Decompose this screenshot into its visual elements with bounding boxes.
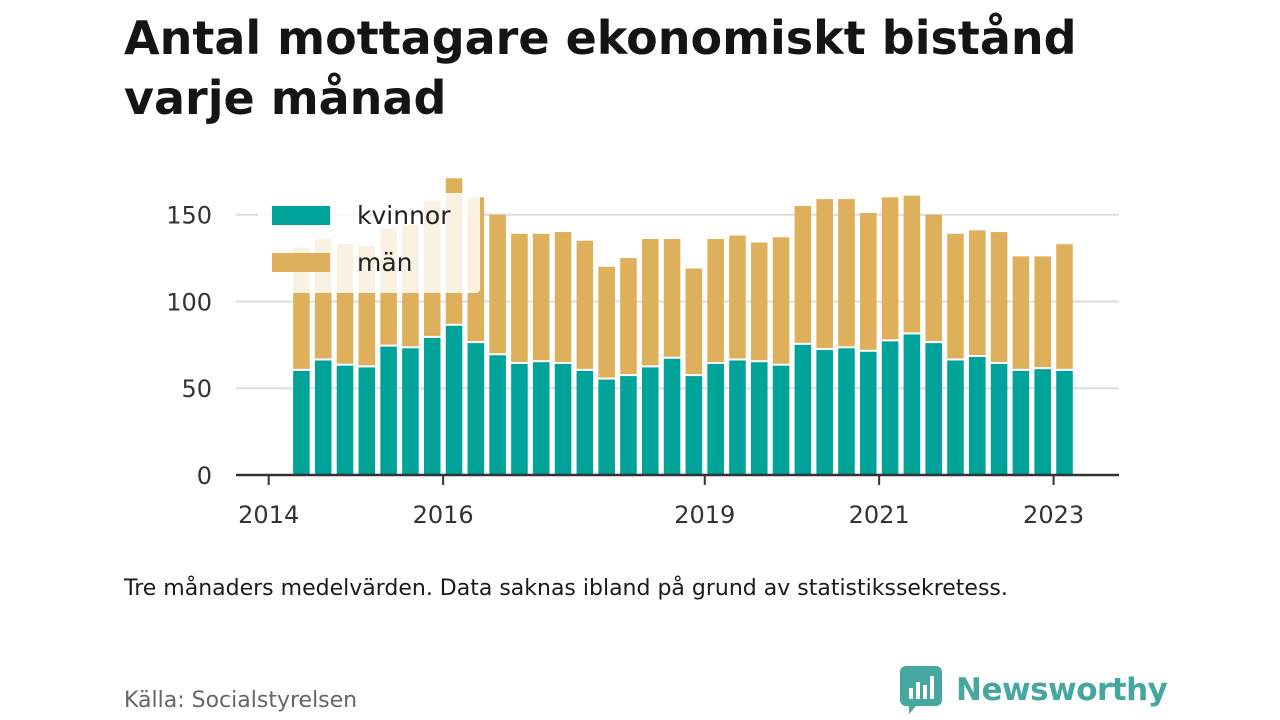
bar-man [947, 233, 964, 359]
x-tick-label: 2023 [1023, 501, 1084, 529]
bar-man [816, 199, 833, 349]
x-tick-label: 2014 [238, 501, 299, 529]
bar-man [554, 232, 572, 362]
bar-man [663, 239, 681, 357]
newsworthy-logo: Newsworthy [900, 666, 1168, 714]
y-tick-label: 50 [181, 375, 212, 403]
bar-kvinnor [794, 344, 812, 475]
bar-kvinnor [707, 363, 724, 475]
bar-man [685, 268, 703, 375]
legend: kvinnor män [258, 193, 480, 293]
bar-kvinnor [532, 362, 550, 475]
x-tick-label: 2021 [849, 501, 910, 529]
bar-kvinnor [1012, 370, 1030, 475]
bar-kvinnor [729, 360, 746, 475]
bar-kvinnor [314, 360, 332, 475]
bar-kvinnor [445, 325, 463, 475]
bar-man [903, 195, 921, 333]
bar-kvinnor [947, 360, 964, 475]
bar-kvinnor [903, 334, 921, 475]
bar-kvinnor [620, 376, 637, 475]
bar-man [620, 258, 637, 375]
bar-man [794, 206, 812, 343]
bar-man [925, 214, 942, 342]
bar-kvinnor [511, 363, 528, 475]
bar-man [707, 239, 724, 362]
bar-kvinnor [772, 365, 790, 475]
bar-kvinnor [380, 346, 397, 475]
bar-kvinnor [358, 367, 376, 475]
bar-kvinnor [554, 363, 572, 475]
legend-label: män [357, 248, 413, 277]
bar-man [859, 212, 877, 350]
bar-man [576, 240, 594, 369]
bar-kvinnor [881, 341, 899, 475]
bar-man [1012, 256, 1030, 369]
bar-man [772, 237, 790, 364]
bar-man [750, 242, 768, 361]
y-tick-label: 100 [166, 288, 212, 316]
bar-kvinnor [685, 376, 703, 475]
bar-kvinnor [489, 355, 506, 475]
legend-swatch [272, 253, 330, 272]
bar-kvinnor [838, 348, 855, 475]
source-credit: Källa: Socialstyrelsen [124, 688, 358, 713]
x-tick-label: 2016 [413, 501, 474, 529]
bar-kvinnor [859, 351, 877, 475]
bar-man [598, 266, 615, 378]
bar-kvinnor [1034, 369, 1051, 475]
bar-man [838, 199, 855, 347]
stacked-bar-chart: 0 50 100 150 2014 2016 2019 2021 2023 kvinnor mä… [166, 178, 1119, 529]
bar-kvinnor [641, 367, 659, 475]
brand-name: Newsworthy [956, 672, 1168, 708]
bar-man [1034, 256, 1051, 368]
bar-man [968, 230, 986, 355]
bar-kvinnor [336, 365, 354, 475]
bar-kvinnor [925, 343, 942, 475]
y-tick-label: 0 [197, 462, 212, 490]
bar-kvinnor [1056, 370, 1073, 475]
bar-kvinnor [423, 337, 441, 475]
x-axis-ticks: 2014 2016 2019 2021 2023 [238, 475, 1084, 529]
bar-kvinnor [816, 350, 833, 475]
x-tick-label: 2019 [674, 501, 735, 529]
bar-chart-chat-icon [900, 666, 942, 714]
bar-man [511, 233, 528, 362]
bar-man [1056, 244, 1073, 369]
legend-swatch [272, 206, 330, 225]
bar-man [990, 232, 1008, 362]
bar-kvinnor [467, 343, 485, 475]
bar-kvinnor [598, 379, 615, 475]
bar-kvinnor [990, 363, 1008, 475]
bar-man [641, 239, 659, 366]
legend-label: kvinnor [357, 201, 451, 230]
bar-man [532, 233, 550, 361]
bar-man [881, 197, 899, 340]
y-tick-label: 150 [166, 202, 212, 230]
y-axis-ticks: 0 50 100 150 [166, 202, 212, 490]
bar-kvinnor [576, 370, 594, 475]
bar-kvinnor [968, 357, 986, 475]
bar-kvinnor [402, 348, 419, 475]
bar-man [489, 214, 506, 354]
bar-man [729, 235, 746, 359]
bar-kvinnor [750, 362, 768, 475]
bar-kvinnor [663, 358, 681, 475]
chart-title: Antal mottagare ekonomiskt bistånd varje… [124, 11, 1077, 125]
bar-kvinnor [293, 370, 310, 475]
chart-note: Tre månaders medelvärden. Data saknas ib… [124, 576, 1008, 601]
